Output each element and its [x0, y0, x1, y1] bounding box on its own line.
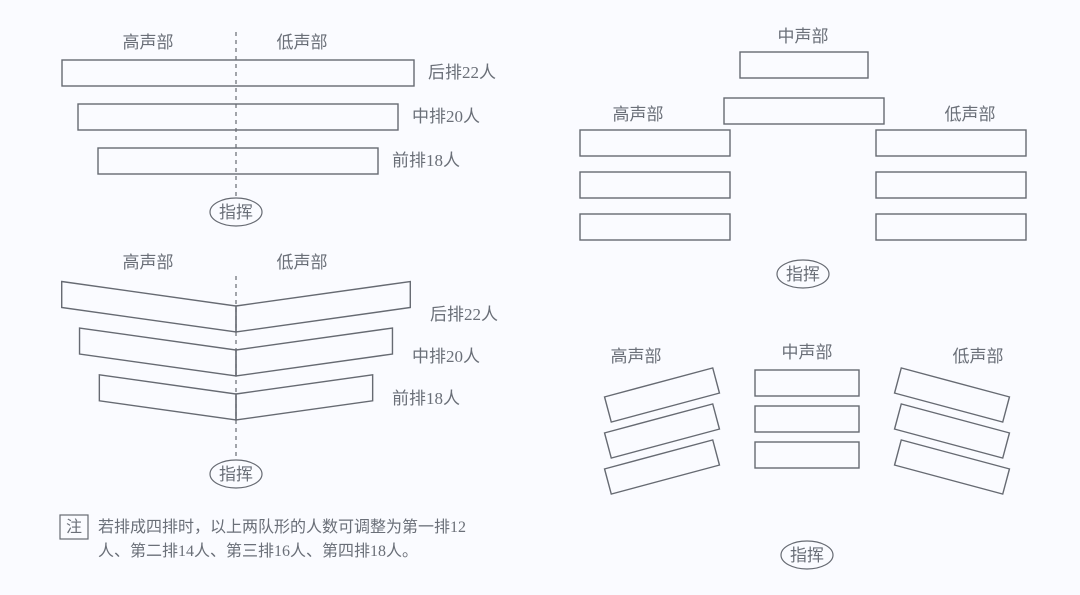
high-label: 高声部: [123, 33, 174, 52]
left-row-1: [605, 404, 720, 458]
left-row-0: [605, 368, 720, 422]
row-rect-1: [78, 104, 398, 130]
row-right-half: [236, 375, 373, 420]
center-row-0: [755, 370, 859, 396]
mid-label: 中声部: [782, 343, 833, 362]
mid-label: 中声部: [778, 27, 829, 46]
left-row-2: [605, 440, 720, 494]
note-line-1: 若排成四排时，以上两队形的人数可调整为第一排12: [98, 518, 466, 536]
conductor-label: 指挥: [790, 546, 824, 565]
center-row-1: [755, 406, 859, 432]
high-label: 高声部: [613, 105, 664, 124]
note: 注若排成四排时，以上两队形的人数可调整为第一排12 人、第二排14人、第三排16人…: [60, 515, 466, 560]
right-row-0: [895, 368, 1010, 422]
figure-4: 高声部 中声部 低声部: [605, 343, 1010, 494]
conductor-label: 指挥: [219, 203, 253, 222]
left-row-0: [580, 130, 730, 156]
right-row-2: [876, 214, 1026, 240]
row-right-half: [236, 328, 392, 376]
figure-1: 高声部 低声部后排22人中排20人前排18人: [62, 33, 496, 174]
high-label: 高声部: [611, 347, 662, 366]
row-count-0: 后排22人: [428, 63, 496, 82]
note-mark: 注: [66, 518, 82, 536]
row-right-half: [236, 282, 410, 332]
low-label: 低声部: [277, 33, 328, 52]
row-count-1: 中排20人: [412, 347, 480, 366]
figure-3: 中声部高声部 低声部: [580, 27, 1026, 240]
right-row-1: [895, 404, 1010, 458]
row-count-1: 中排20人: [412, 107, 480, 126]
right-row-2: [895, 440, 1010, 494]
center-row-1: [724, 98, 884, 124]
center-row-2: [755, 442, 859, 468]
center-row-0: [740, 52, 868, 78]
note-line-2: 人、第二排14人、第三排16人、第四排18人。: [98, 542, 418, 560]
row-count-2: 前排18人: [392, 389, 460, 408]
figure-2: 高声部 低声部后排22人中排20人前排18人: [123, 253, 499, 408]
low-label: 低声部: [277, 253, 328, 272]
right-row-1: [876, 172, 1026, 198]
low-label: 低声部: [953, 347, 1004, 366]
conductor-label: 指挥: [786, 265, 820, 284]
conductor-label: 指挥: [219, 465, 253, 484]
right-row-0: [876, 130, 1026, 156]
row-rect-0: [62, 60, 414, 86]
left-row-2: [580, 214, 730, 240]
high-label: 高声部: [123, 253, 174, 272]
left-row-1: [580, 172, 730, 198]
row-rect-2: [98, 148, 378, 174]
low-label: 低声部: [945, 105, 996, 124]
row-count-2: 前排18人: [392, 151, 460, 170]
row-count-0: 后排22人: [430, 305, 498, 324]
